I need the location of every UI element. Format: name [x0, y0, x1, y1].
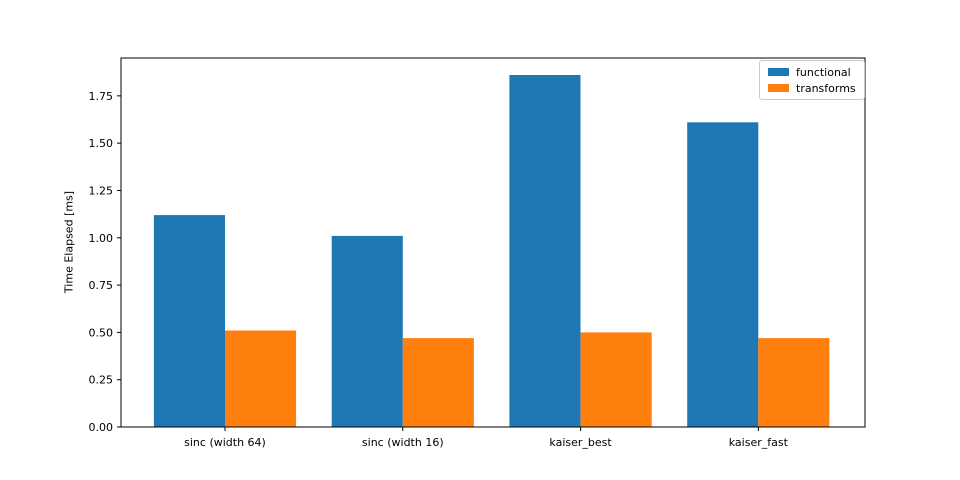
bar-functional-1 — [331, 235, 403, 427]
bar-transforms-1 — [402, 338, 474, 427]
bar-functional-2 — [509, 75, 581, 427]
bar-functional-3 — [687, 122, 759, 428]
y-tick-label: 1.25 — [89, 184, 114, 197]
x-tick-label: kaiser_best — [549, 436, 612, 449]
legend-entry-functional: functional — [768, 65, 856, 79]
y-tick-label: 1.50 — [89, 137, 114, 150]
bar-functional-0 — [153, 215, 225, 427]
bar-transforms-3 — [758, 338, 830, 427]
y-tick-label: 0.00 — [89, 421, 114, 434]
y-tick-label: 0.50 — [89, 326, 114, 339]
legend: functional transforms — [759, 60, 865, 100]
bar-transforms-0 — [225, 330, 297, 427]
y-tick-label: 1.75 — [89, 90, 114, 103]
legend-entry-transforms: transforms — [768, 81, 856, 95]
y-axis-title: Time Elapsed [ms] — [62, 190, 76, 294]
axes-frame — [120, 57, 866, 428]
y-tick-label: 0.75 — [89, 279, 114, 292]
x-tick-label: kaiser_fast — [729, 436, 789, 449]
legend-label: transforms — [796, 81, 856, 95]
y-tick-label: 1.00 — [89, 232, 114, 245]
x-tick-label: sinc (width 16) — [362, 436, 444, 449]
y-tick-label: 0.25 — [89, 374, 114, 387]
bar-transforms-2 — [580, 332, 652, 427]
legend-swatch-transforms — [768, 84, 789, 92]
x-tick-label: sinc (width 64) — [184, 436, 266, 449]
legend-swatch-functional — [768, 68, 789, 76]
legend-label: functional — [796, 65, 851, 79]
